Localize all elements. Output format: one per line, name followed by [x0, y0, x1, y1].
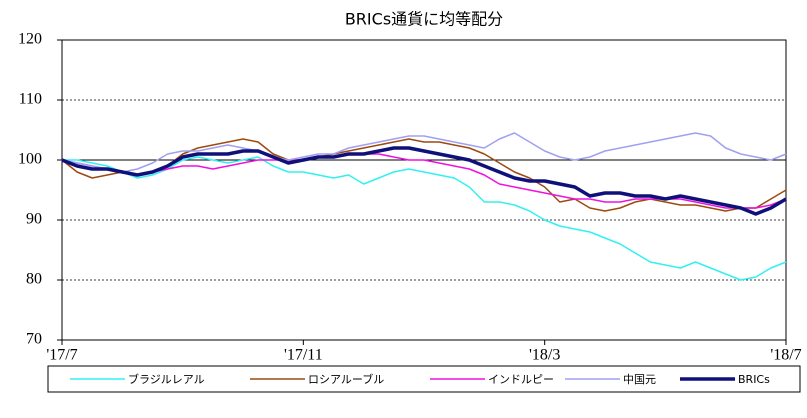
legend-box: [47, 365, 801, 393]
legend-label: BRICs: [738, 373, 770, 386]
series-line: [61, 146, 787, 216]
series-line: [61, 138, 787, 212]
y-tick-label: 70: [26, 331, 42, 348]
legend-label: ブラジルレアル: [128, 372, 205, 386]
x-tick-label: '18/3: [529, 347, 560, 364]
series-line: [61, 153, 787, 209]
y-tick-label: 80: [26, 271, 42, 288]
legend-label: ロシアルーブル: [308, 372, 384, 386]
series-line: [61, 132, 787, 173]
chart-title: BRICs通貨に均等配分: [345, 10, 503, 29]
series-line: [62, 156, 787, 281]
legend-label: 中国元: [623, 373, 656, 386]
plot-frame: [61, 39, 787, 341]
y-tick-label: 120: [18, 31, 42, 48]
x-tick-label: '17/7: [46, 347, 77, 364]
y-tick-label: 100: [18, 151, 42, 168]
y-tick-label: 90: [26, 211, 42, 228]
legend-label: インドルピー: [488, 373, 554, 386]
x-tick-label: '17/11: [284, 347, 323, 364]
x-tick-label: '18/7: [770, 347, 801, 364]
y-tick-label: 110: [19, 91, 42, 108]
